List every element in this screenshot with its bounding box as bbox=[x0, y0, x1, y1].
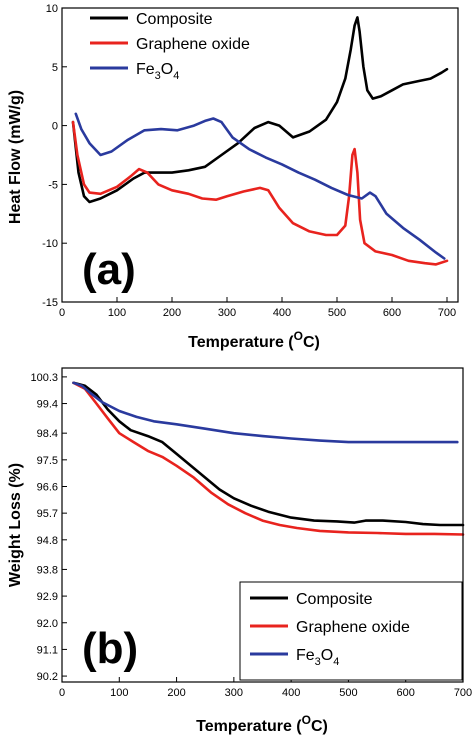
x-tick-label: 700 bbox=[438, 307, 456, 319]
panel-b-y-axis-title: Weight Loss (%) bbox=[7, 463, 24, 587]
y-tick-label: 90.2 bbox=[37, 671, 58, 683]
series-line-fe3o4 bbox=[72, 381, 459, 444]
y-tick-label: 92.9 bbox=[37, 591, 58, 603]
y-tick-label: 91.1 bbox=[37, 644, 58, 656]
y-tick-label: -10 bbox=[42, 238, 58, 250]
y-tick-label: 5 bbox=[52, 62, 58, 74]
legend-entry-label: Fe3O4 bbox=[136, 61, 179, 82]
panel-a-label: (a) bbox=[82, 245, 136, 294]
y-tick-label: 98.4 bbox=[37, 428, 58, 440]
series-line-composite bbox=[71, 16, 449, 204]
y-tick-label: 96.6 bbox=[37, 481, 58, 493]
x-tick-label: 600 bbox=[397, 687, 415, 699]
x-tick-label: 200 bbox=[167, 687, 185, 699]
legend-entry-label: Composite bbox=[296, 591, 373, 608]
y-tick-label: 94.8 bbox=[37, 535, 58, 547]
x-tick-label: 500 bbox=[339, 687, 357, 699]
panel-b-label: (b) bbox=[82, 624, 138, 673]
x-tick-label: 0 bbox=[59, 307, 65, 319]
y-tick-label: 92.0 bbox=[37, 618, 58, 630]
panel-b-legend: Composite Graphene oxide Fe3O4 bbox=[239, 581, 463, 681]
x-tick-label: 700 bbox=[454, 687, 472, 699]
x-tick-label: 600 bbox=[383, 307, 401, 319]
y-tick-label: 93.8 bbox=[37, 564, 58, 576]
panel-b-weight-loss-chart: Weight Loss (%) 0 100 200 300 400 500 600 700 10… bbox=[7, 367, 472, 735]
x-tick-label: 400 bbox=[273, 307, 291, 319]
x-tick-label: 200 bbox=[163, 307, 181, 319]
y-tick-label: -15 bbox=[42, 297, 58, 309]
panel-a-x-axis-title: Temperature (OC) bbox=[188, 329, 320, 351]
y-tick-label: 100.3 bbox=[30, 372, 58, 384]
x-tick-label: 0 bbox=[59, 687, 65, 699]
panel-a-y-axis-title: Heat Flow (mW/g) bbox=[7, 90, 24, 224]
legend-entry-label: Composite bbox=[136, 11, 213, 28]
panel-b-plot-frame bbox=[61, 367, 464, 683]
y-tick-label: 0 bbox=[52, 121, 58, 133]
y-tick-label: -5 bbox=[48, 179, 58, 191]
panel-a-heat-flow-chart: Heat Flow (mW/g) 0 100 200 300 400 500 600 7001… bbox=[7, 3, 459, 351]
x-tick-label: 100 bbox=[110, 687, 128, 699]
y-tick-label: 97.5 bbox=[37, 455, 58, 467]
y-tick-label: 10 bbox=[46, 3, 58, 15]
series-line-graphene-oxide bbox=[72, 381, 465, 536]
panel-a-plot-frame bbox=[61, 7, 459, 303]
y-tick-label: 99.4 bbox=[37, 399, 58, 411]
legend-entry-label: Fe3O4 bbox=[296, 647, 339, 668]
x-tick-label: 500 bbox=[328, 307, 346, 319]
x-tick-label: 400 bbox=[282, 687, 300, 699]
panel-a-legend: Composite Graphene oxide Fe3O4 bbox=[90, 11, 250, 82]
panel-b-x-axis-title: Temperature (OC) bbox=[196, 713, 328, 735]
series-line-fe3o4 bbox=[74, 112, 446, 260]
x-tick-label: 300 bbox=[218, 307, 236, 319]
x-tick-label: 100 bbox=[108, 307, 126, 319]
y-tick-label: 95.7 bbox=[37, 508, 58, 520]
x-tick-label: 300 bbox=[225, 687, 243, 699]
series-line-graphene-oxide bbox=[71, 120, 449, 266]
legend-entry-label: Graphene oxide bbox=[136, 36, 250, 53]
legend-entry-label: Graphene oxide bbox=[296, 619, 410, 636]
series-line-composite bbox=[72, 381, 465, 527]
